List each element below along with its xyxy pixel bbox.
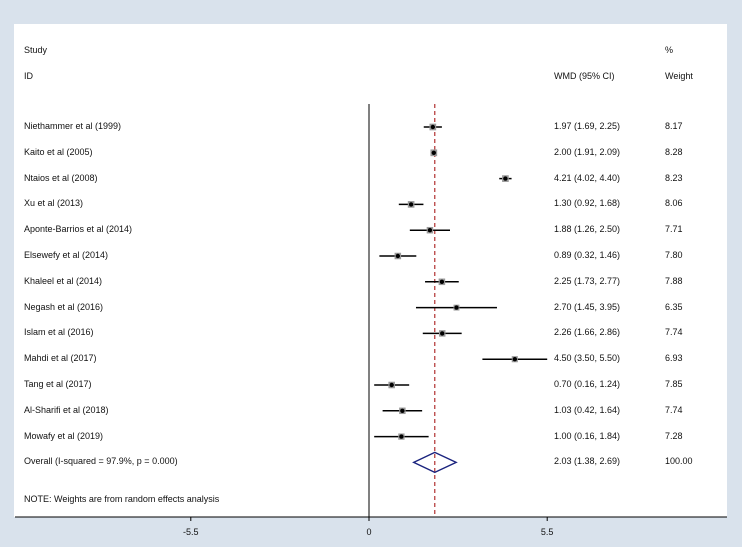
study-weight: 7.74 <box>665 404 683 415</box>
study-label: Mahdi et al (2017) <box>24 353 97 364</box>
study-label: Elsewefy et al (2014) <box>24 250 109 260</box>
study-weight: 6.35 <box>665 301 683 312</box>
study-ci-text: 4.50 (3.50, 5.50) <box>554 353 621 364</box>
study-label: Islam et al (2016) <box>24 327 94 338</box>
study-weight: 7.80 <box>665 250 683 260</box>
study-ci-text: 0.89 (0.32, 1.46) <box>554 250 621 260</box>
study-label: Niethammer et al (1999) <box>24 121 122 131</box>
study-ci-text: 1.88 (1.26, 2.50) <box>554 224 621 235</box>
study-point <box>503 176 508 181</box>
study-ci-text: 4.21 (4.02, 4.40) <box>554 172 621 183</box>
study-label: Mowafy et al (2019) <box>24 430 104 441</box>
study-point <box>512 357 517 362</box>
study-ci-text: 0.70 (0.16, 1.24) <box>554 379 621 389</box>
study-label: Xu et al (2013) <box>24 198 84 209</box>
study-point <box>399 434 404 439</box>
header-percent: % <box>665 45 674 55</box>
study-point <box>440 331 445 336</box>
forest-plot-panel <box>14 24 727 517</box>
study-label: Ntaios et al (2008) <box>24 172 98 183</box>
study-point <box>454 305 459 310</box>
study-weight: 7.88 <box>665 275 683 286</box>
study-weight: 8.28 <box>665 146 683 157</box>
study-weight: 6.93 <box>665 353 683 364</box>
study-ci-text: 1.30 (0.92, 1.68) <box>554 198 621 209</box>
study-weight: 7.71 <box>665 224 683 235</box>
header-wmd: WMD (95% CI) <box>554 71 615 81</box>
study-ci-text: 1.03 (0.42, 1.64) <box>554 404 621 415</box>
study-label: Khaleel et al (2014) <box>24 275 103 286</box>
study-weight: 8.06 <box>665 198 683 209</box>
study-label: Negash et al (2016) <box>24 301 104 312</box>
study-ci-text: 2.25 (1.73, 2.77) <box>554 275 621 286</box>
study-weight: 8.17 <box>665 121 683 131</box>
overall-diamond <box>412 451 458 474</box>
study-point <box>400 408 405 413</box>
study-point <box>439 279 445 284</box>
study-ci-text: 2.00 (1.91, 2.09) <box>554 146 621 157</box>
study-point <box>395 253 401 259</box>
study-label: Al-Sharifi et al (2018) <box>24 404 109 415</box>
study-ci-text: 2.70 (1.45, 3.95) <box>554 301 621 312</box>
study-weight: 8.23 <box>665 172 683 183</box>
header-study: Study <box>24 45 48 55</box>
study-label: Kaito et al (2005) <box>24 146 93 157</box>
study-ci-text: 1.00 (0.16, 1.84) <box>554 430 621 441</box>
overall-ci-text: 2.03 (1.38, 2.69) <box>554 456 621 467</box>
study-ci-text: 1.97 (1.69, 2.25) <box>554 121 621 131</box>
x-tick-label: 5.5 <box>540 527 554 537</box>
study-weight: 7.28 <box>665 430 683 441</box>
x-tick-label: 0 <box>366 527 372 537</box>
study-weight: 7.74 <box>665 327 683 338</box>
header-weight: Weight <box>665 71 693 81</box>
study-point <box>430 124 436 130</box>
study-label: Tang et al (2017) <box>24 379 92 389</box>
footnote: NOTE: Weights are from random effects an… <box>24 494 220 504</box>
overall-label: Overall (I-squared = 97.9%, p = 0.000) <box>24 456 178 467</box>
study-point <box>408 202 414 207</box>
study-point <box>431 150 436 155</box>
study-ci-text: 2.26 (1.66, 2.86) <box>554 327 621 338</box>
x-tick-label: -5.5 <box>183 527 199 537</box>
overall-weight: 100.00 <box>665 456 693 467</box>
study-label: Aponte-Barrios et al (2014) <box>24 224 133 235</box>
study-point <box>427 228 433 233</box>
study-point <box>389 382 394 388</box>
header-id: ID <box>24 71 33 81</box>
study-weight: 7.85 <box>665 379 683 389</box>
